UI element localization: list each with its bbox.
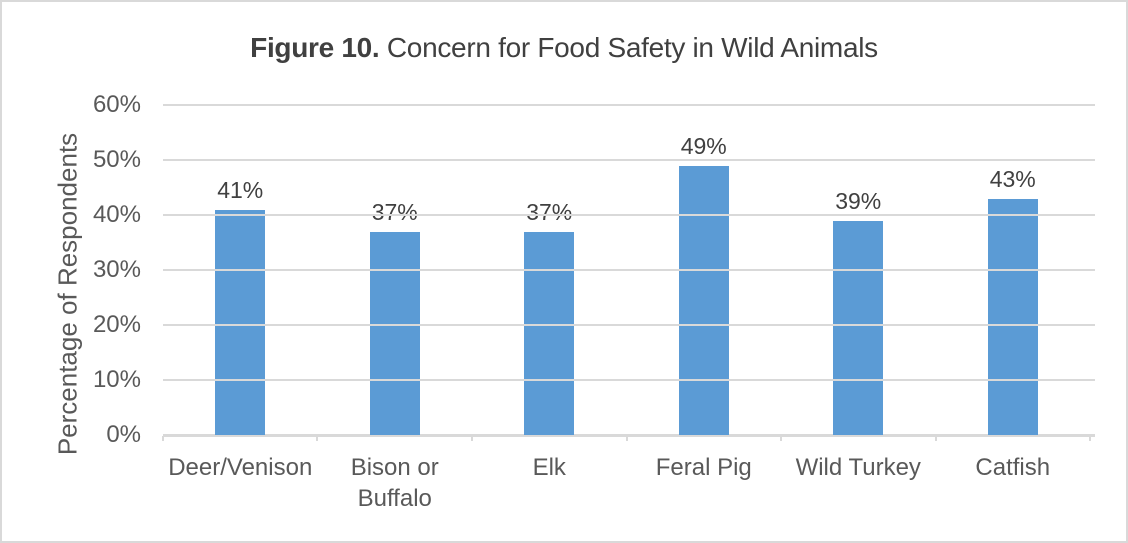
y-axis-tick-label: 60% [92,91,141,118]
bar-value-label: 37% [526,198,573,225]
x-axis-tick [779,436,782,441]
gridline [163,324,1095,327]
gridline [163,379,1095,382]
chart-title-text: Concern for Food Safety in Wild Animals [379,32,878,63]
bar-value-label: 37% [371,198,418,225]
x-axis-tick [162,436,164,441]
x-axis-category-label: Elk [532,454,566,481]
plot-area: 41% 37% 37% 49% 39% 43% [163,104,1095,437]
y-axis-tick-label: 10% [92,366,141,393]
x-axis-tick [1089,436,1091,441]
x-axis-line [163,434,1095,437]
bar [678,165,729,435]
y-axis-tick-label: 20% [92,311,141,338]
x-axis-tick [625,436,628,441]
y-axis-tick-label: 30% [92,256,141,283]
gridline [163,159,1095,161]
y-axis-tick-label: 50% [92,146,141,173]
chart-title: Figure 10. Concern for Food Safety in Wi… [2,32,1126,64]
x-axis-category-label: Feral Pig [655,454,752,481]
bar-slot: 37% [318,105,473,435]
bar [987,198,1038,435]
y-axis-tick-label: 0% [106,421,141,448]
gridline [163,269,1095,271]
bar-slot: 41% [163,105,318,435]
bar-row: 41% 37% 37% 49% 39% 43% [163,105,1090,435]
x-axis-category-label: Deer/Venison [168,454,313,481]
chart-title-prefix: Figure 10. [250,32,380,63]
x-axis-tick [470,436,473,441]
x-axis-category-label: Bison or Buffalo [350,454,439,512]
bar-value-label: 41% [217,176,264,203]
bar [215,209,266,435]
bar [369,231,420,435]
bar-slot: 49% [627,105,782,435]
bar-value-label: 49% [680,132,727,159]
bar-slot: 37% [472,105,627,435]
x-axis-tick [316,436,319,441]
bar [524,231,575,435]
bar-value-label: 43% [989,165,1036,192]
x-axis-ticks [162,436,1091,442]
bar-slot: 39% [781,105,936,435]
x-axis-category-label: Wild Turkey [795,454,921,481]
bar [833,220,884,435]
x-axis-category-labels: Deer/Venison Bison or Buffalo Elk Feral Pig… [163,452,1090,514]
y-axis-tick-labels: 0% 10% 20% 30% 40% 50% 60% [2,2,141,541]
y-axis-tick-label: 40% [92,201,141,228]
gridline [163,104,1095,106]
gridline [163,214,1095,217]
x-axis-category-label: Catfish [975,454,1051,481]
bar-slot: 43% [936,105,1091,435]
x-axis-tick [934,436,937,441]
bar-value-label: 39% [835,187,882,214]
